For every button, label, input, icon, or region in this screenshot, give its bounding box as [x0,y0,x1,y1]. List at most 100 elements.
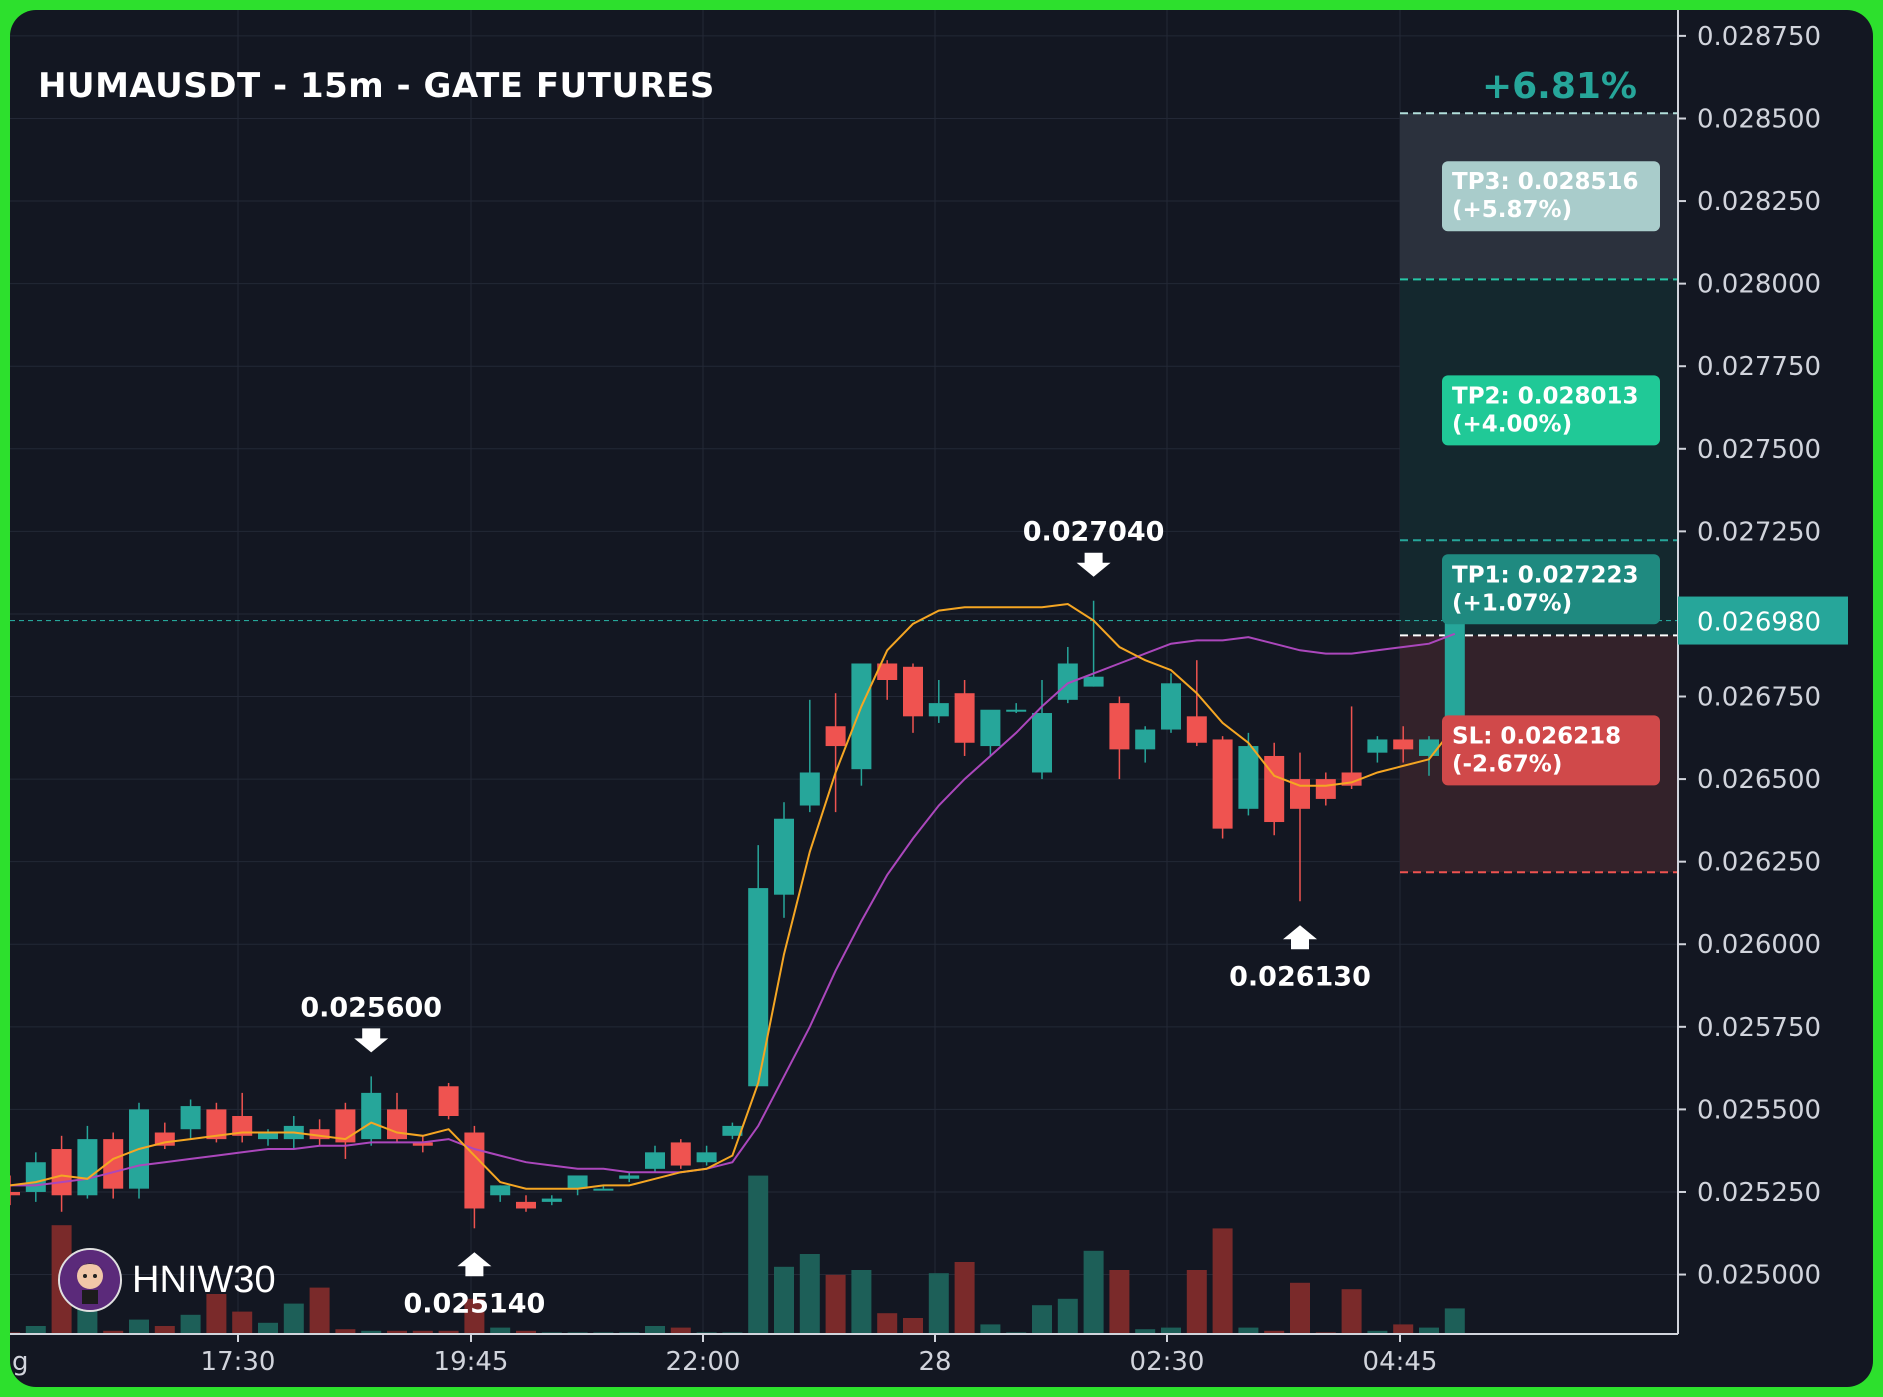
volume-bar [1212,1228,1233,1334]
grid-lines [10,10,1678,1334]
volume-bar [361,1330,382,1334]
ema-slow-line [10,632,1456,1187]
volume-bar [129,1319,149,1334]
level-label-box [1442,715,1660,786]
level-label-line2: (+1.07%) [1452,590,1572,616]
candle-body [10,1191,20,1196]
candle [1264,742,1285,836]
candle [1393,726,1414,763]
y-tick-label: 0.027750 [1697,352,1821,382]
y-tick-label: 0.025750 [1697,1013,1821,1043]
volume-bar [232,1311,253,1334]
y-tick-label: 0.026750 [1697,683,1821,713]
candle [335,1102,356,1159]
y-tick-label: 0.028000 [1697,270,1821,300]
candle [619,1172,640,1183]
up-arrow-icon [1283,925,1317,950]
annotation: 0.025600 [300,992,442,1053]
candle-body [464,1132,485,1209]
volume-bar [1393,1324,1414,1334]
candle-body [1419,739,1439,756]
volume-bar [799,1254,820,1334]
brand-watermark: HNIW30 [58,1248,276,1312]
candle [1238,732,1259,816]
candle-body [1135,729,1156,750]
candle-body [928,703,949,717]
level-label-line2: (+4.00%) [1452,411,1572,437]
volume-bar [103,1330,124,1334]
candle [980,709,1001,756]
x-tick-label: 04:45 [1363,1347,1438,1377]
candle-body [361,1092,382,1140]
last-price-label: 0.026980 [1697,608,1821,638]
candle [825,693,846,813]
avatar [58,1248,122,1312]
candle [774,802,794,918]
y-tick-label: 0.026500 [1697,765,1821,795]
volume-bar [154,1326,175,1334]
candle [1161,673,1181,733]
candle [722,1122,743,1140]
candle [799,699,820,813]
candle-body [1212,739,1233,829]
candle-body [825,726,846,747]
candle-body [77,1139,98,1196]
volume-bar [1135,1329,1156,1334]
volume-bar [464,1298,485,1334]
candle-body [516,1201,536,1209]
level-label-line2: (+5.87%) [1452,197,1572,223]
candle [670,1139,691,1169]
annotation-label: 0.025600 [300,992,442,1023]
candles [10,590,1465,1229]
candle-body [1083,676,1104,687]
volume-bar [309,1287,330,1334]
volume-bar [928,1273,949,1334]
volume-bar [1032,1305,1052,1334]
down-arrow-icon [1076,552,1111,577]
annotation: 0.026130 [1229,925,1371,992]
candle [1367,736,1388,763]
chart-frame: 0.025600 0.025140 0.027040 0.026130 TP3: 0.0… [10,10,1873,1387]
candle-body [232,1116,253,1136]
volume-bar [748,1175,769,1334]
annotation-label: 0.025140 [404,1288,546,1319]
candle-body [1186,716,1207,743]
candle [180,1099,201,1140]
candle [1057,646,1078,704]
volume-bar [1367,1330,1388,1334]
candle-body [722,1125,743,1136]
volume-bar [206,1294,227,1334]
candle-body [774,818,794,895]
candle [1212,736,1233,839]
candle [490,1185,511,1202]
volume-bar [335,1329,356,1334]
candle [928,680,949,723]
candle-body [903,666,923,717]
volume-bar [1290,1282,1310,1334]
candle-body [25,1162,46,1192]
candle [748,845,769,1087]
level-label-tp2: TP2: 0.028013(+4.00%) [1442,375,1660,446]
annotation: 0.027040 [1023,517,1164,577]
candle [954,680,975,756]
x-tick-label: 02:30 [1130,1347,1205,1377]
volume-bar [903,1318,923,1334]
candle-body [309,1129,330,1140]
level-label-box [1442,554,1660,625]
candle [412,1135,433,1153]
candle-body [258,1132,278,1140]
candle-body [1006,709,1027,712]
y-tick-label: 0.028750 [1697,22,1821,52]
volume-bar [1161,1327,1181,1334]
volume-bar [387,1330,407,1334]
candle [51,1135,72,1212]
price-chart[interactable]: 0.025600 0.025140 0.027040 0.026130 TP3: 0.0… [10,10,1873,1387]
volume-bar [1083,1250,1104,1334]
y-tick-label: 0.026250 [1697,848,1821,878]
volume-bar [645,1326,665,1334]
candle [464,1125,485,1229]
candle [77,1125,98,1199]
candle-body [593,1188,614,1191]
level-label-line1: SL: 0.026218 [1452,723,1621,749]
volume-bar [1341,1289,1362,1334]
